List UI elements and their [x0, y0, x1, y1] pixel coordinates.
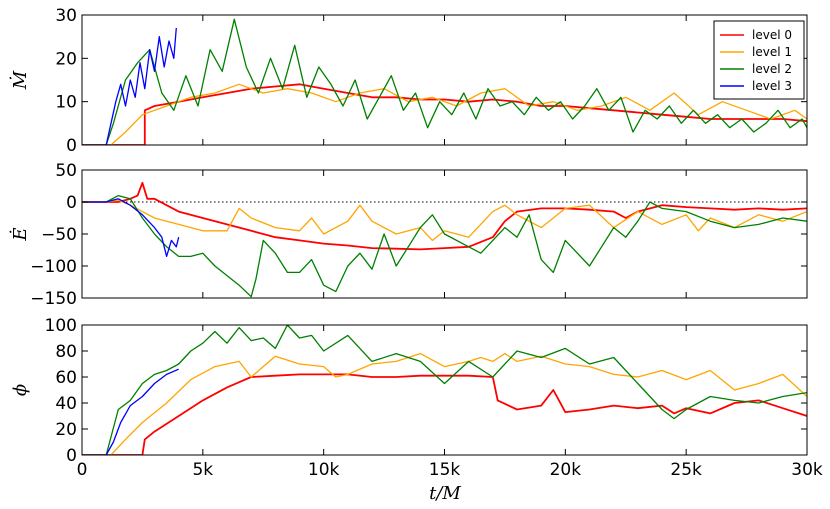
y-tick-label: 0: [66, 446, 77, 466]
x-tick-label: 15k: [429, 460, 461, 480]
series-line-level-3: [82, 368, 179, 455]
y-axis-label: ϕ: [10, 384, 31, 396]
y-tick-label: 0: [66, 193, 77, 213]
axes-frame: [81, 324, 808, 456]
series-line-level-0: [82, 181, 807, 251]
x-tick-label: 30k: [791, 460, 823, 480]
x-tick-label: 20k: [550, 460, 582, 480]
y-tick-label: 30: [55, 6, 77, 26]
y-tick-label: 0: [66, 136, 77, 156]
y-tick-label: 60: [55, 368, 77, 388]
y-tick-label: 20: [55, 420, 77, 440]
series-line-level-2: [82, 325, 807, 455]
axes-frame: [81, 14, 808, 146]
series-line-level-3: [82, 198, 180, 258]
x-tick-label: 10k: [308, 460, 340, 480]
mdot-panel: 0 10 20 30 Ṁ: [8, 6, 808, 156]
series-group: [82, 18, 807, 145]
x-tick-label: 25k: [670, 460, 702, 480]
series-line-level-3: [82, 27, 177, 145]
y-tick-label: 10: [55, 93, 77, 113]
y-tick-label: −150: [30, 289, 77, 309]
y-axis-label: Ė: [8, 227, 31, 241]
edot-panel: −150 −100 −50 0 50 Ė: [8, 161, 808, 309]
y-tick-label: 40: [55, 394, 77, 414]
series-line-level-0: [82, 83, 807, 145]
x-tick-label: 0: [77, 460, 88, 480]
series-line-level-0: [82, 373, 807, 455]
x-tick-label: 5k: [192, 460, 213, 480]
series-group: [82, 325, 807, 455]
x-axis-label: t/M: [429, 483, 461, 504]
y-tick-label: −50: [41, 225, 77, 245]
legend-label: level 1: [752, 45, 792, 59]
y-axis-label: Ṁ: [8, 70, 31, 90]
y-tick-label: 80: [55, 342, 77, 362]
series-line-level-2: [82, 18, 807, 145]
series-line-level-1: [82, 352, 807, 455]
y-tick-label: 50: [55, 161, 77, 181]
y-tick-label: 100: [45, 316, 77, 336]
y-tick-label: 20: [55, 49, 77, 69]
legend-label: level 3: [752, 79, 792, 93]
legend: level 0 level 1 level 2 level 3: [713, 20, 805, 100]
series-line-level-2: [82, 194, 807, 298]
legend-label: level 0: [752, 28, 792, 42]
y-tick-label: −100: [30, 257, 77, 277]
legend-label: level 2: [752, 62, 792, 76]
series-group: [82, 181, 807, 298]
